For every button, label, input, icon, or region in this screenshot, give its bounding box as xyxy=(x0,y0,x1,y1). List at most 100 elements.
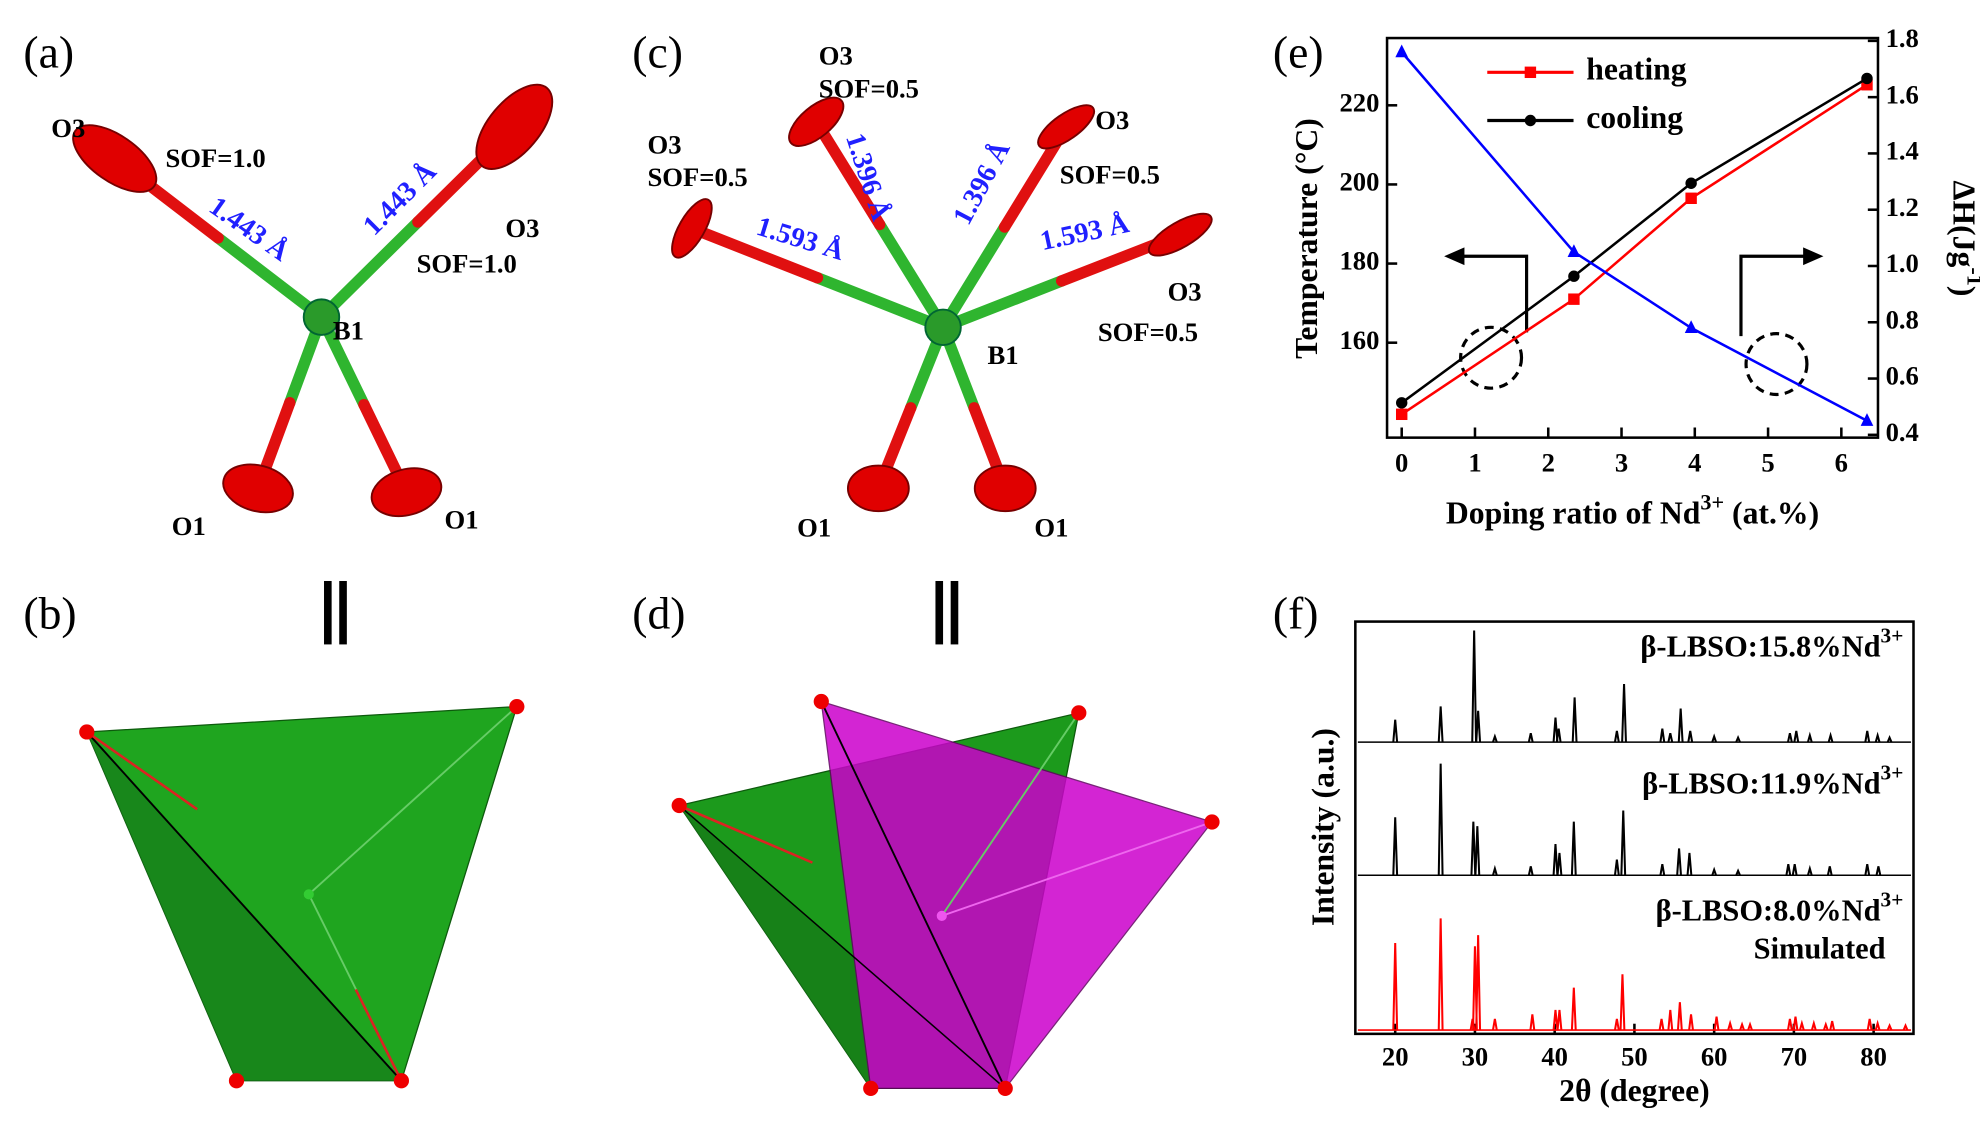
marker xyxy=(1395,44,1409,58)
peak xyxy=(1555,728,1562,743)
x-tick-label: 50 xyxy=(1621,1041,1648,1071)
peak xyxy=(1866,1018,1873,1031)
peak xyxy=(1735,868,1741,876)
peak xyxy=(1619,974,1626,1031)
peak xyxy=(1864,863,1871,876)
series-label: β-LBSO:8.0%Nd3+ xyxy=(1656,887,1904,927)
arrow xyxy=(1739,254,1809,337)
atom xyxy=(1147,212,1213,257)
bond xyxy=(937,221,1011,333)
marker xyxy=(1524,114,1537,127)
y-tick-label: 180 xyxy=(1340,246,1380,276)
peak xyxy=(1470,821,1477,876)
peak xyxy=(1613,859,1620,876)
bond xyxy=(941,712,1080,917)
peak xyxy=(1570,987,1577,1031)
atom-label: O1 xyxy=(797,512,831,542)
peak xyxy=(1437,706,1444,743)
atom-label: B1 xyxy=(333,316,364,346)
peak xyxy=(1667,1009,1674,1031)
marker xyxy=(1567,244,1581,257)
series-line xyxy=(1400,51,1868,422)
series-line xyxy=(1400,77,1868,404)
sof-label: SOF=0.5 xyxy=(1060,160,1160,190)
peak xyxy=(1864,730,1871,743)
x-tick-label: 30 xyxy=(1462,1041,1489,1071)
peak xyxy=(1613,730,1620,743)
atom xyxy=(79,724,95,740)
sof-label: SOF=0.5 xyxy=(1098,317,1198,347)
y2-axis-label-part: -1 xyxy=(1963,267,1980,285)
y-axis-label: Temperature (°C) xyxy=(1289,118,1324,359)
x-tick-label: 6 xyxy=(1835,448,1848,478)
atom xyxy=(973,464,1037,513)
peak xyxy=(1437,918,1444,1031)
dashed-circle xyxy=(1744,332,1809,397)
peak xyxy=(1747,1021,1753,1031)
peak xyxy=(1491,864,1498,876)
peak xyxy=(1552,717,1559,743)
atom xyxy=(788,96,845,147)
tetra-edge xyxy=(820,701,1007,1089)
series-label-part: β-LBSO:15.8%Nd xyxy=(1640,629,1880,663)
atom xyxy=(370,467,443,518)
peak xyxy=(1686,852,1693,876)
peak xyxy=(1437,763,1444,876)
bond xyxy=(678,804,813,864)
peak xyxy=(1620,810,1627,876)
atom-label: O3 xyxy=(647,129,681,159)
peak xyxy=(1739,1021,1745,1031)
peak xyxy=(1556,852,1563,876)
marker xyxy=(1684,320,1698,333)
marker xyxy=(1395,397,1408,409)
atom xyxy=(222,463,294,514)
arrow-head xyxy=(1803,247,1824,266)
peak xyxy=(1792,1016,1799,1031)
peak xyxy=(1667,732,1674,743)
peak xyxy=(1475,710,1482,743)
peak xyxy=(1552,1009,1559,1031)
peak xyxy=(1810,1019,1817,1031)
peak xyxy=(1659,863,1666,876)
sof-label: SOF=0.5 xyxy=(819,73,919,103)
x-axis-label: Doping ratio of Nd3+ (at.%) xyxy=(1446,489,1819,531)
marker xyxy=(1860,413,1874,426)
series-label-part: 3+ xyxy=(1881,623,1904,647)
peak xyxy=(1806,864,1813,876)
peak xyxy=(1886,1022,1893,1031)
tetra-edge xyxy=(86,731,403,1082)
panel-label: (b) xyxy=(23,587,76,638)
tetra-edge xyxy=(678,804,1006,1089)
series-label-part: β-LBSO:8.0%Nd xyxy=(1656,893,1881,927)
atom-label: O1 xyxy=(1034,512,1068,542)
panel-label: (f) xyxy=(1273,587,1319,638)
y-tick-label: 200 xyxy=(1340,167,1380,197)
y-axis-label: Intensity (a.u.) xyxy=(1305,728,1340,926)
atom xyxy=(846,464,910,513)
y2-tick-label: 0.8 xyxy=(1886,304,1919,334)
x-tick-label: 80 xyxy=(1860,1041,1887,1071)
bond xyxy=(212,232,328,323)
peak xyxy=(1475,935,1482,1031)
legend-label: cooling xyxy=(1586,100,1683,135)
peak xyxy=(1613,1018,1620,1031)
atom xyxy=(924,308,962,346)
atom-label: O1 xyxy=(172,511,206,541)
annotations xyxy=(1459,254,1809,397)
peak xyxy=(1793,730,1800,743)
series-line xyxy=(1401,83,1868,416)
atom-label: O1 xyxy=(445,505,479,535)
marker xyxy=(1568,270,1580,282)
atom xyxy=(1204,814,1220,830)
peak xyxy=(1677,708,1684,743)
peak xyxy=(1659,728,1666,743)
x-tick-label: 3 xyxy=(1615,448,1628,478)
peak xyxy=(1658,1018,1665,1031)
peak xyxy=(1822,1021,1829,1031)
y2-tick-label: 0.4 xyxy=(1886,417,1919,447)
atom xyxy=(813,693,829,710)
peak xyxy=(1886,735,1893,743)
x-axis-label-part: Doping ratio of Nd xyxy=(1446,496,1701,531)
peak xyxy=(1492,733,1498,743)
peak xyxy=(1787,732,1793,743)
